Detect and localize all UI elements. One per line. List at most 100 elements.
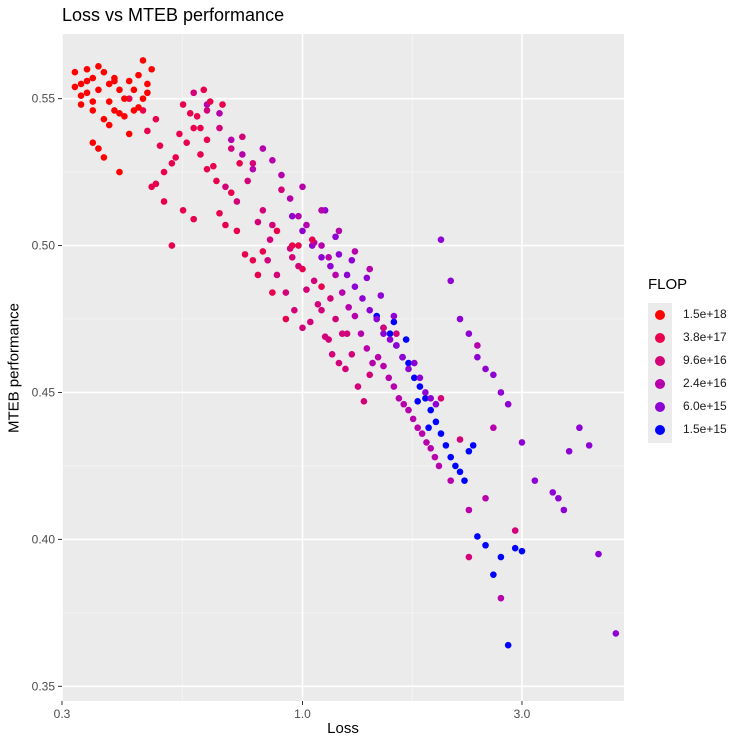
data-point [259, 248, 267, 255]
legend-label: 2.4e+16 [683, 376, 727, 390]
data-point [366, 306, 374, 314]
data-point [482, 365, 489, 373]
data-point [77, 80, 85, 88]
data-point [299, 265, 306, 273]
data-point [456, 468, 464, 476]
legend: FLOP 1.5e+18 3.8e+17 9.6e+16 2.4e+16 6.0… [648, 276, 727, 443]
data-point [327, 295, 334, 302]
data-point [432, 400, 440, 408]
data-point [125, 95, 133, 102]
data-point [210, 162, 217, 170]
data-point [385, 374, 393, 382]
data-point [518, 547, 526, 555]
data-point [418, 430, 426, 437]
data-point [239, 151, 246, 158]
data-point [422, 395, 429, 402]
data-point [172, 154, 179, 161]
data-point [190, 89, 197, 97]
data-point [183, 139, 190, 147]
data-point [504, 641, 512, 649]
data-point [414, 397, 421, 405]
x-tick-label: 1.0 [294, 707, 311, 721]
data-point [227, 136, 235, 144]
data-point [373, 315, 381, 323]
data-point [366, 265, 374, 273]
data-point [456, 436, 464, 443]
legend-key [655, 402, 665, 412]
chart-title: Loss vs MTEB performance [62, 5, 285, 25]
data-point [351, 248, 359, 255]
data-point [89, 74, 97, 82]
data-point [456, 315, 464, 323]
data-point [474, 353, 481, 361]
data-point [288, 242, 296, 249]
data-point [405, 359, 412, 367]
y-tick-label: 0.55 [32, 92, 56, 106]
data-point [259, 145, 267, 152]
data-point [595, 550, 602, 558]
data-point [447, 453, 455, 461]
data-point [254, 218, 262, 226]
data-point [288, 212, 296, 220]
data-point [447, 277, 455, 285]
data-point [197, 124, 204, 132]
data-point [125, 77, 133, 85]
data-point [219, 101, 226, 108]
data-point [144, 80, 151, 88]
data-point [273, 227, 281, 235]
y-tick-label: 0.40 [32, 532, 56, 546]
data-point [282, 289, 290, 296]
data-point [437, 236, 445, 243]
data-point [482, 494, 489, 502]
data-point [410, 374, 418, 382]
data-point [236, 159, 243, 167]
data-point [461, 477, 468, 484]
data-point [156, 142, 164, 149]
data-point [200, 86, 208, 94]
data-point [338, 330, 346, 338]
data-point [299, 227, 306, 235]
data-point [160, 168, 168, 176]
data-point [395, 395, 403, 402]
data-point [386, 336, 394, 343]
data-point [465, 330, 473, 338]
data-point [233, 227, 241, 235]
data-point [266, 236, 274, 243]
data-point [380, 362, 387, 370]
data-point [239, 133, 246, 141]
data-point [357, 330, 365, 338]
data-point [100, 68, 108, 76]
data-point [264, 256, 271, 264]
data-point [474, 342, 481, 349]
y-tick-label: 0.45 [32, 385, 56, 399]
x-axis-label: Loss [327, 720, 359, 737]
data-point [288, 254, 296, 261]
data-point [332, 271, 339, 279]
legend-label: 3.8e+17 [683, 330, 727, 344]
legend-label: 6.0e+15 [683, 399, 727, 413]
data-point [380, 324, 387, 332]
legend-key [655, 310, 665, 320]
legend-key [655, 379, 665, 389]
data-point [400, 400, 408, 408]
data-point [160, 198, 168, 205]
legend-title: FLOP [648, 276, 688, 293]
data-point [351, 283, 359, 290]
data-point [490, 571, 497, 578]
data-point [335, 251, 343, 258]
data-point [432, 418, 440, 426]
legend-key [655, 356, 665, 366]
data-point [130, 86, 138, 94]
data-point [518, 439, 526, 446]
data-point [116, 168, 123, 176]
data-point [549, 489, 557, 496]
data-point [291, 306, 298, 314]
data-point [83, 65, 91, 73]
data-point [416, 383, 424, 390]
data-point [278, 186, 285, 194]
data-point [71, 83, 79, 91]
data-point [83, 89, 91, 97]
data-point [314, 301, 322, 308]
legend-entry: 1.5e+18 [648, 304, 747, 327]
